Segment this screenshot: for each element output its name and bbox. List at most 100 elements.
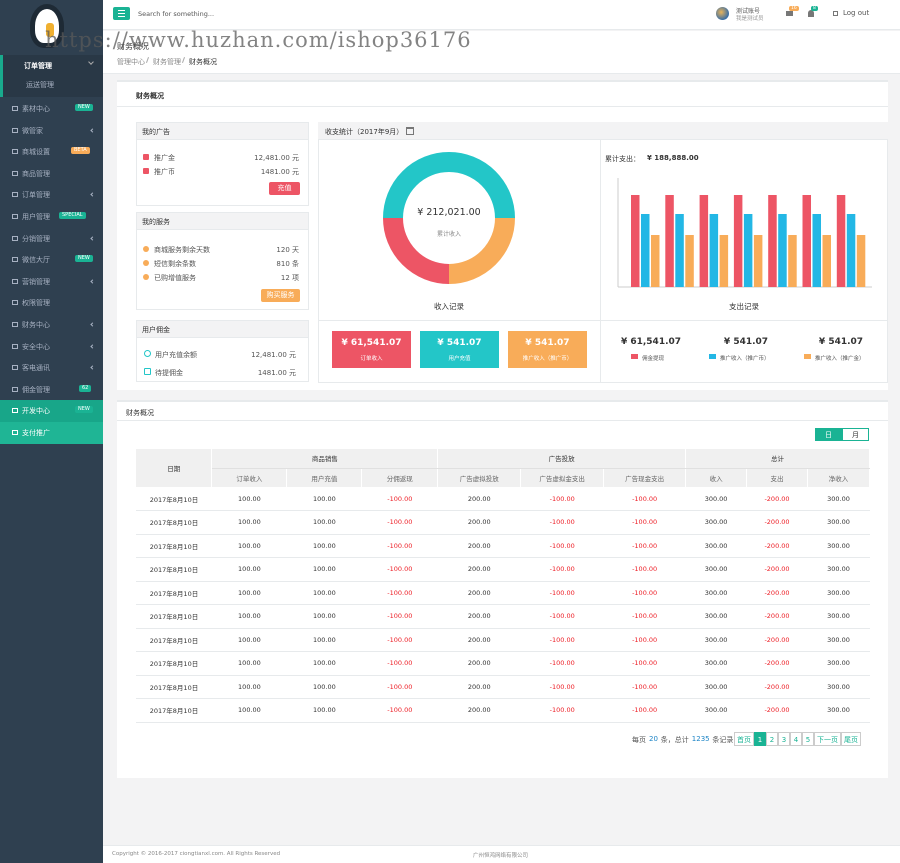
header-cell: 分佣返现: [361, 468, 439, 487]
menu-item[interactable]: 佣金管理: [22, 385, 50, 394]
buy-button[interactable]: 购买服务: [261, 289, 300, 302]
income-card[interactable]: [332, 331, 411, 368]
menu-item[interactable]: 素材中心: [22, 105, 50, 113]
row-icon: [143, 260, 149, 266]
table-cell: -100.00: [549, 706, 575, 715]
table-cell: -100.00: [549, 682, 575, 691]
table-row: 2017年8月10日 100.00 100.00 -100.00 200.00 -100.…: [136, 628, 870, 652]
table-cell: -100.00: [549, 612, 575, 621]
toggle-button[interactable]: 日: [815, 428, 842, 441]
menu-open-label: 订单管理: [24, 62, 52, 70]
table-row: 2017年8月10日 100.00 100.00 -100.00 200.00 -100.…: [136, 605, 870, 628]
menu-item[interactable]: 商品管理: [22, 169, 50, 178]
search-input[interactable]: Search for something...: [138, 10, 215, 18]
table-cell: -100.00: [632, 588, 658, 597]
table-cell: 2017年8月10日: [149, 683, 199, 692]
table-cell: -200.00: [764, 518, 790, 527]
expense-value: ¥ 541.07: [818, 337, 864, 347]
menu-item[interactable]: 营销管理: [22, 277, 50, 286]
user-role[interactable]: 我是测试员: [736, 16, 764, 22]
bell-icon[interactable]: [808, 10, 814, 17]
menu-item[interactable]: 订单管理: [22, 191, 50, 200]
menu-icon: [12, 106, 18, 111]
box-head: [136, 212, 309, 230]
pagination-button[interactable]: 5: [802, 732, 814, 746]
row-icon: [144, 368, 151, 375]
menu-item[interactable]: 微信大厅: [22, 256, 50, 265]
income-card-label: 订单收入: [360, 356, 383, 362]
row-label: 已购增值服务: [154, 274, 196, 282]
table-cell: -200.00: [764, 706, 790, 715]
menu-badge: SPECIAL: [59, 212, 86, 219]
menu-item[interactable]: 安全中心: [22, 342, 50, 351]
menu-active: [0, 400, 103, 422]
table-cell: -100.00: [632, 659, 658, 668]
table-cell: -100.00: [632, 518, 658, 527]
menu-item[interactable]: 分销管理: [22, 234, 50, 243]
mail-icon[interactable]: [786, 11, 793, 16]
income-card[interactable]: [508, 331, 587, 368]
menu-item[interactable]: 开发中心: [22, 407, 50, 416]
table-cell: 100.00: [312, 659, 336, 668]
breadcrumb-item[interactable]: 管理中心: [117, 58, 145, 66]
pagination-button[interactable]: 4: [790, 732, 802, 746]
calendar-icon[interactable]: [406, 127, 414, 135]
table-row: 2017年8月10日 100.00 100.00 -100.00 200.00 -100.…: [136, 511, 870, 534]
table-cell: -100.00: [387, 612, 413, 621]
income-card[interactable]: [420, 331, 499, 368]
submenu-item[interactable]: 运送管理: [26, 81, 54, 89]
pagination-button[interactable]: 下一页: [814, 732, 841, 746]
table-cell: 100.00: [238, 565, 261, 574]
pagination-text: 条记录: [712, 736, 734, 744]
menu-item[interactable]: 用户管理: [22, 213, 50, 221]
table-row: 2017年8月10日 100.00 100.00 -100.00 200.00 -100.…: [136, 581, 870, 605]
row-value: 12,481.00 元: [251, 351, 296, 359]
menu-item[interactable]: 支付推广: [22, 429, 50, 437]
pagination-button[interactable]: 尾页: [841, 732, 861, 746]
menu-icon: [12, 386, 18, 392]
menu-item[interactable]: 权限管理: [22, 299, 50, 308]
table-title: 财务概况: [126, 409, 154, 417]
breadcrumb-item[interactable]: 财务管理: [153, 58, 181, 66]
table-cell: 300.00: [827, 588, 850, 597]
table-cell: 200.00: [467, 682, 491, 691]
table-cell: 2017年8月10日: [149, 660, 199, 669]
recharge-button[interactable]: 充值: [269, 182, 300, 195]
table-cell: -100.00: [549, 494, 575, 503]
row-icon: [143, 168, 149, 174]
bell-badge: 8: [811, 6, 818, 11]
menu-icon: [12, 257, 18, 263]
table-cell: -200.00: [764, 635, 790, 644]
pagination-button[interactable]: 首页: [734, 732, 754, 746]
group-header: 商品销售: [211, 449, 439, 469]
toggle-button[interactable]: 月: [842, 428, 869, 441]
table-cell: 300.00: [827, 659, 850, 668]
pagination-button[interactable]: 1: [754, 732, 766, 746]
breadcrumb-item: 财务概况: [189, 58, 217, 66]
pagination-button[interactable]: 2: [766, 732, 778, 746]
menu-item[interactable]: 商城设置: [22, 148, 50, 157]
menu-item[interactable]: 财务中心: [22, 321, 50, 329]
menu-toggle[interactable]: [113, 7, 130, 20]
table-cell: 100.00: [238, 494, 261, 503]
table-row: 2017年8月10日 100.00 100.00 -100.00 200.00 -100.…: [136, 487, 870, 511]
pagination-button[interactable]: 3: [778, 732, 790, 746]
table-cell: 300.00: [704, 565, 728, 574]
header-cell: 日期: [136, 449, 213, 487]
breadcrumb-bar: [103, 31, 900, 74]
row-icon: [143, 154, 149, 160]
row-label: 商城服务剩余天数: [154, 246, 210, 254]
menu-item[interactable]: 微管家: [22, 126, 43, 135]
menu-icon: [12, 343, 18, 349]
table-cell: 2017年8月10日: [149, 613, 199, 622]
menu-icon: [12, 192, 18, 198]
table-cell: 100.00: [238, 518, 261, 527]
user-name[interactable]: 测试账号: [736, 8, 761, 15]
logout[interactable]: Log out: [843, 9, 870, 17]
table-row: 2017年8月10日 100.00 100.00 -100.00 200.00 -100.…: [136, 675, 870, 699]
menu-item[interactable]: 客电通讯: [22, 364, 50, 373]
menu-toggle-bar: [118, 16, 125, 17]
data-table: 日期 商品销售 广告投放 总计 订单收入 用户充值 分佣返现 广告虚拟投放 广告虚拟金支出 广告现…: [136, 449, 871, 723]
table-cell: -200.00: [764, 612, 790, 621]
table-cell: 100.00: [312, 518, 336, 527]
